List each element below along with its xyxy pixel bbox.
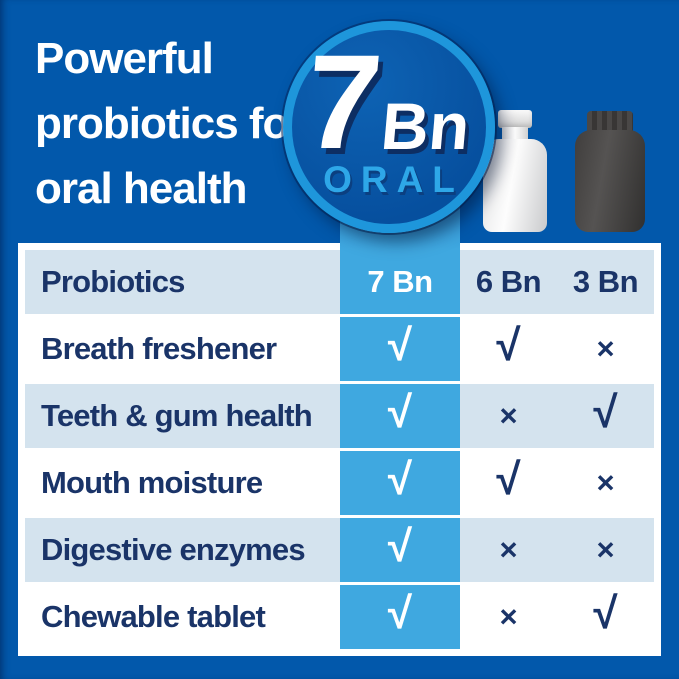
check-mark-icon: √ [340, 384, 460, 448]
table-header-row: Probiotics 7 Bn 6 Bn 3 Bn [25, 250, 654, 314]
white-bottle-neck [502, 127, 528, 141]
table-row-digestive-enzymes: Digestive enzymes √ × × [25, 518, 654, 582]
check-mark-icon: √ [340, 585, 460, 649]
page-title-line-1: Powerful [35, 34, 214, 83]
column-header-6bn: 6 Bn [460, 250, 557, 314]
cross-mark-icon: × [557, 317, 654, 381]
feature-label: Mouth moisture [25, 451, 340, 515]
page-title: Powerful probiotics for oral health [35, 26, 306, 221]
feature-label: Chewable tablet [25, 585, 340, 649]
page-title-line-2: probiotics for [35, 99, 306, 148]
check-mark-icon: √ [557, 384, 654, 448]
check-mark-icon: √ [340, 451, 460, 515]
badge-oral-label: ORAL [323, 158, 464, 200]
check-mark-icon: √ [460, 451, 557, 515]
white-bottle-cap [498, 110, 532, 128]
check-mark-icon: √ [460, 317, 557, 381]
page-title-line-3: oral health [35, 164, 247, 213]
check-mark-icon: √ [557, 585, 654, 649]
table-row-teeth-gum-health: Teeth & gum health √ × √ [25, 384, 654, 448]
cross-mark-icon: × [557, 451, 654, 515]
white-bottle-body [483, 139, 547, 232]
feature-label: Digestive enzymes [25, 518, 340, 582]
column-header-3bn: 3 Bn [557, 250, 654, 314]
table-row-mouth-moisture: Mouth moisture √ √ × [25, 451, 654, 515]
dark-bottle-body [575, 130, 645, 232]
column-header-7bn: 7 Bn [340, 250, 460, 314]
table-row-chewable-tablet: Chewable tablet √ × √ [25, 585, 654, 649]
feature-label: Breath freshener [25, 317, 340, 381]
comparison-table: Probiotics 7 Bn 6 Bn 3 Bn Breath freshen… [18, 243, 661, 656]
table-row-breath-freshener: Breath freshener √ √ × [25, 317, 654, 381]
cross-mark-icon: × [557, 518, 654, 582]
column-header-probiotics: Probiotics [25, 250, 340, 314]
feature-label: Teeth & gum health [25, 384, 340, 448]
cross-mark-icon: × [460, 384, 557, 448]
cross-mark-icon: × [460, 585, 557, 649]
dark-pill-bottle-icon [575, 111, 645, 232]
check-mark-icon: √ [340, 518, 460, 582]
white-pill-bottle-icon [483, 110, 547, 232]
cross-mark-icon: × [460, 518, 557, 582]
badge-unit: Bn [378, 89, 473, 164]
check-mark-icon: √ [340, 317, 460, 381]
badge-number: 7 [299, 28, 388, 178]
dark-bottle-cap [587, 111, 633, 134]
badge-7bn-oral: 7 Bn ORAL [283, 21, 495, 233]
badge-value: 7 Bn [299, 28, 477, 178]
